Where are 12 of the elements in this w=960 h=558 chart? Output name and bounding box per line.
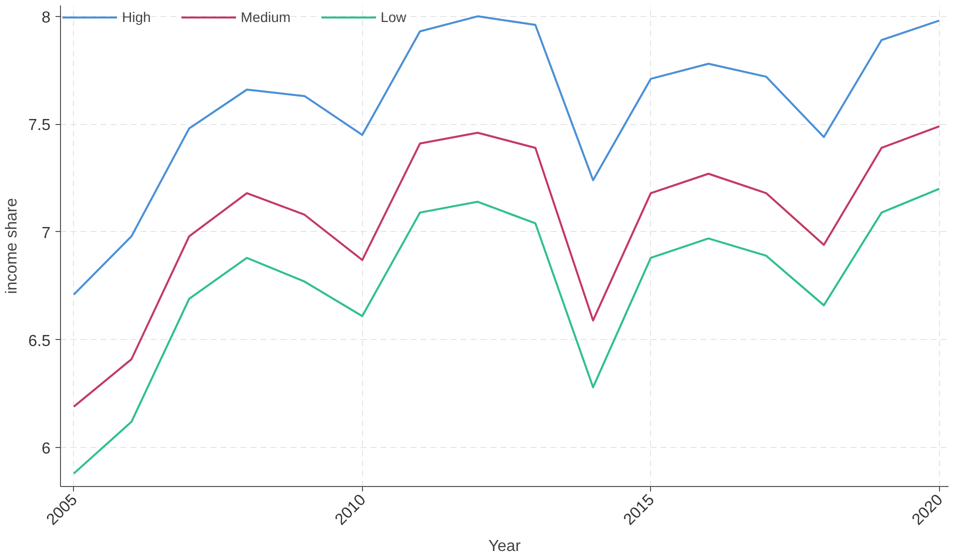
line-series: [72, 188, 940, 475]
y-tick-label: 7.5: [28, 117, 51, 134]
y-tick-label: 6.5: [28, 332, 51, 350]
y-axis-title: income share: [3, 198, 20, 294]
y-tick-label: 8: [42, 9, 51, 26]
line-series: [72, 125, 940, 408]
y-tick-label: 6: [42, 440, 51, 458]
y-tick-label: 7: [42, 224, 51, 242]
x-axis-title: Year: [488, 538, 522, 556]
legend-label: Low: [380, 9, 406, 25]
legend-label: High: [122, 9, 151, 25]
legend-label: Medium: [240, 9, 291, 25]
